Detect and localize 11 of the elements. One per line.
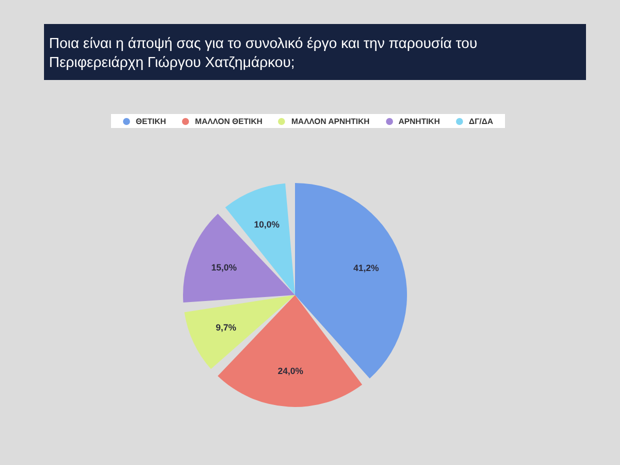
legend-label: ΔΓ/ΔΑ	[468, 116, 494, 126]
chart-title: Ποια είναι η άποψή σας για το συνολικό έργο και την παρουσία του Περιφερειάρχη Γιώργου Χατζημάρκου;	[44, 24, 586, 80]
legend-label: ΜΑΛΛΟΝ ΑΡΝΗΤΙΚΗ	[291, 116, 370, 126]
legend-label: ΑΡΝΗΤΙΚΗ	[398, 116, 440, 126]
legend-label: ΘΕΤΙΚΗ	[136, 116, 166, 126]
data-label: 9,7%	[216, 322, 236, 332]
data-label: 10,0%	[254, 219, 280, 230]
legend-label: ΜΑΛΛΟΝ ΘΕΤΙΚΗ	[195, 116, 262, 126]
data-label: 15,0%	[211, 262, 237, 272]
data-label: 24,0%	[278, 366, 304, 376]
data-label: 41,2%	[353, 262, 379, 273]
